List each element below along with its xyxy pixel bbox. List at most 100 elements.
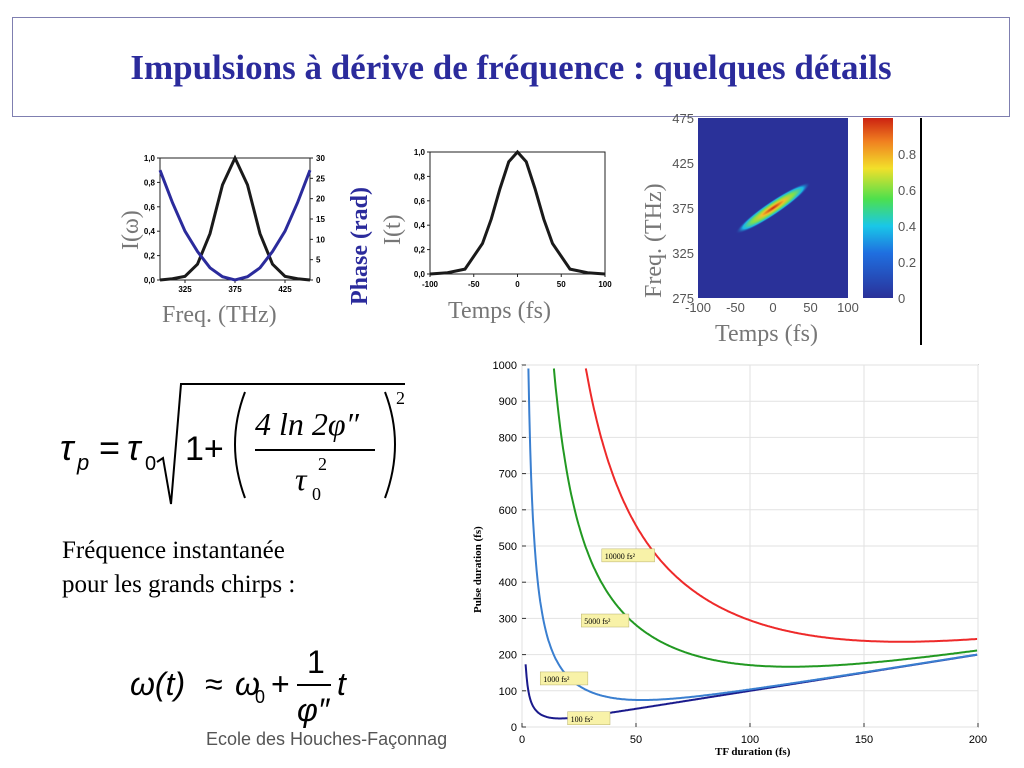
- y-tick-label: 375: [672, 201, 694, 216]
- y2-tick-label: 30: [316, 154, 325, 163]
- numerator: 4 ln 2φ″: [255, 406, 360, 442]
- x-tick-label: -100: [422, 280, 439, 289]
- text-line-1: Fréquence instantanée: [62, 537, 285, 564]
- x-axis-label: TF duration (fs): [715, 746, 791, 758]
- series-label-text: 1000 fs²: [543, 675, 570, 684]
- x-tick-label: 0: [515, 280, 520, 289]
- x-tick-label: 50: [803, 300, 817, 315]
- series-label: 1000 fs²: [539, 671, 589, 686]
- x-tick-label: 200: [969, 734, 987, 746]
- x-axis-label: Temps (fs): [715, 321, 818, 347]
- series-label-box: [601, 548, 655, 563]
- y2-tick-label: 25: [316, 174, 325, 183]
- spectrogram-chart: 275 325 375 425 475 -100 -50 0 50 100 0 0.2 0.4 0.6 0.…: [641, 113, 922, 347]
- y-tick-label: 1000: [493, 360, 517, 372]
- y-tick-label: 275: [672, 291, 694, 306]
- series-label-box: [567, 711, 611, 726]
- y-tick-label: 425: [672, 156, 694, 171]
- y-tick-label: 0,6: [414, 197, 426, 206]
- series-line: [584, 368, 978, 643]
- footer-text: Ecole des Houches-Façonnag: [206, 729, 448, 749]
- x-tick-label: 0: [769, 300, 776, 315]
- approx-sign: ≈: [205, 666, 223, 702]
- left-paren: [234, 391, 246, 499]
- colorbar-tick-label: 0.2: [898, 255, 916, 270]
- series-line: [527, 368, 978, 701]
- y-tick-label: 700: [499, 469, 517, 481]
- y2-tick-label: 20: [316, 195, 325, 204]
- series-label-text: 5000 fs²: [584, 617, 611, 626]
- phase-curve: [158, 169, 312, 282]
- x-tick-label: -100: [685, 300, 711, 315]
- x-tick-label: -50: [726, 300, 745, 315]
- plus-sign: +: [271, 666, 290, 702]
- x-tick-label: 100: [598, 280, 612, 289]
- y-tick-label: 600: [499, 505, 517, 517]
- t-variable: t: [337, 666, 347, 702]
- x-tick-label: 50: [557, 280, 566, 289]
- colorbar: [863, 118, 893, 298]
- x-tick-label: 425: [278, 285, 292, 294]
- omega0-symbol: ω: [235, 666, 260, 702]
- y-tick-label: 100: [499, 686, 517, 698]
- y-tick-label: 0,2: [144, 252, 156, 261]
- y-tick-label: 300: [499, 613, 517, 625]
- fraction-denominator: φ″: [297, 692, 331, 728]
- series-label: 5000 fs²: [581, 613, 630, 628]
- temporal-chart: 0,0 0,2 0,4 0,6 0,8 1,0 -100 -50 0 50 100 I(t) Tem…: [380, 148, 612, 324]
- colorbar-tick-label: 0.8: [898, 147, 916, 162]
- intensity-curve: [159, 154, 311, 282]
- y2-axis-label: Phase (rad): [347, 187, 373, 305]
- y-tick-label: 0,0: [414, 270, 426, 279]
- fraction-numerator: 1: [307, 645, 325, 680]
- tau0-subscript: 0: [145, 453, 156, 475]
- colorbar-tick-label: 0.6: [898, 183, 916, 198]
- y2-tick-label: 0: [316, 276, 321, 285]
- y-tick-label: 0: [511, 722, 517, 734]
- denominator-subscript: 0: [312, 484, 321, 504]
- x-tick-label: 100: [837, 300, 859, 315]
- y-tick-label: 0,6: [144, 203, 156, 212]
- text-line-2: pour les grands chirps :: [62, 571, 296, 598]
- slide-title: Impulsions à dérive de fréquence : quelq…: [130, 48, 892, 87]
- outer-exponent: 2: [396, 388, 405, 408]
- y-tick-label: 0,0: [144, 276, 156, 285]
- y2-tick-label: 15: [316, 215, 325, 224]
- x-tick-label: 100: [741, 734, 759, 746]
- y-tick-label: 0,8: [414, 172, 426, 181]
- y2-tick-label: 5: [316, 256, 321, 265]
- series-label-box: [581, 613, 630, 628]
- colorbar-tick-label: 0: [898, 291, 905, 306]
- series-label-text: 100 fs²: [571, 715, 594, 724]
- sqrt-radical: [156, 383, 405, 505]
- y-axis-label: Pulse duration (fs): [472, 526, 484, 613]
- tau-p-symbol: τ: [60, 427, 76, 468]
- title-box: Impulsions à dérive de fréquence : quelq…: [12, 17, 1010, 117]
- series-label: 100 fs²: [567, 711, 611, 726]
- x-axis-label: Temps (fs): [448, 298, 551, 324]
- omega0-subscript: 0: [255, 687, 265, 707]
- tau-p-subscript: p: [76, 450, 89, 475]
- y-tick-label: 325: [672, 246, 694, 261]
- y-tick-label: 200: [499, 650, 517, 662]
- y-axis-label: I(ω): [118, 210, 144, 250]
- denominator-tau: τ: [295, 461, 308, 497]
- denominator-superscript: 2: [318, 454, 327, 474]
- plot-frame: [159, 157, 311, 281]
- y-tick-label: 0,4: [414, 221, 426, 230]
- instantaneous-frequency-text: Fréquence instantanée pour les grands ch…: [62, 534, 295, 602]
- y-tick-label: 0,4: [144, 227, 156, 236]
- x-tick-label: -50: [468, 280, 480, 289]
- y-tick-label: 400: [499, 577, 517, 589]
- y2-tick-label: 10: [316, 235, 325, 244]
- y-tick-label: 500: [499, 541, 517, 553]
- chirp-trace: [735, 182, 811, 234]
- y-tick-label: 0,8: [144, 178, 156, 187]
- y-axis-label: I(t): [380, 214, 406, 245]
- y-tick-label: 900: [499, 396, 517, 408]
- y-tick-label: 1,0: [144, 154, 156, 163]
- one-plus: 1+: [185, 430, 224, 468]
- intensity-curve: [429, 149, 606, 276]
- x-axis-label: Freq. (THz): [162, 302, 277, 328]
